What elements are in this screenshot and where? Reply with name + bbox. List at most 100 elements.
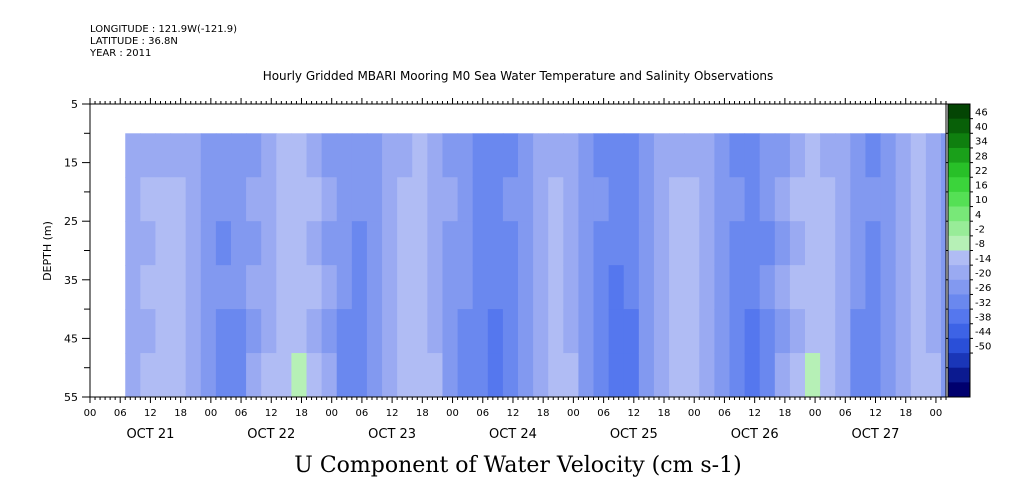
- heatmap-cell: [457, 133, 474, 178]
- heatmap-cell: [820, 309, 836, 354]
- heatmap-cell: [291, 353, 308, 398]
- colorbar-label: 28: [975, 151, 988, 162]
- heatmap-cell: [230, 221, 247, 266]
- heatmap-cell: [427, 221, 443, 266]
- heatmap-cell: [427, 133, 443, 178]
- heatmap-cell: [744, 177, 761, 222]
- x-day-label: OCT 23: [368, 427, 416, 442]
- heatmap-cell: [200, 177, 217, 222]
- colorbar-swatch: [948, 323, 970, 339]
- heatmap-cell: [336, 265, 353, 310]
- colorbar-swatch: [948, 133, 970, 149]
- heatmap-cell: [563, 221, 579, 266]
- chart-title: Hourly Gridded MBARI Mooring M0 Sea Wate…: [262, 69, 774, 83]
- heatmap-cell: [789, 353, 806, 398]
- heatmap-cell: [759, 309, 776, 354]
- heatmap-cell: [457, 221, 474, 266]
- heatmap-cell: [200, 265, 217, 310]
- colorbar-swatch: [948, 265, 970, 281]
- colorbar-label: -44: [975, 327, 991, 338]
- heatmap-cell: [578, 265, 595, 310]
- heatmap-cell: [382, 221, 398, 266]
- heatmap-cell: [729, 133, 746, 178]
- x-hour-label: 06: [114, 408, 127, 419]
- heatmap-cell: [835, 265, 851, 310]
- heatmap-cell: [427, 265, 443, 310]
- heatmap-cell: [155, 177, 172, 222]
- x-hour-label: 00: [446, 408, 459, 419]
- heatmap-cell: [910, 221, 927, 266]
- heatmap-cell: [744, 265, 761, 310]
- heatmap-cell: [502, 177, 519, 222]
- colorbar-label: 40: [975, 122, 988, 133]
- heatmap-cell: [865, 221, 882, 266]
- colorbar-swatch: [948, 250, 970, 266]
- x-axis: 00 06 12 18 00 06 12 18 00 06 12 18 00 06 12 18 00 06 12 18…: [84, 98, 947, 442]
- colorbar-swatch: [948, 309, 970, 325]
- x-hour-label: 12: [627, 408, 640, 419]
- colorbar-label: -8: [975, 239, 985, 250]
- heatmap-cell: [563, 309, 579, 354]
- x-hour-label: 18: [779, 408, 792, 419]
- heatmap-cell: [653, 221, 670, 266]
- x-hour-label: 00: [930, 408, 943, 419]
- heatmap-cell: [684, 133, 700, 178]
- heatmap-cell: [699, 309, 715, 354]
- colorbar-swatch: [948, 279, 970, 295]
- heatmap-cell: [321, 221, 338, 266]
- heatmap-cell: [291, 221, 308, 266]
- heatmap-cell: [774, 309, 791, 354]
- y-tick-label: 25: [64, 215, 78, 228]
- heatmap-cell: [472, 265, 489, 310]
- heatmap-cell: [155, 309, 172, 354]
- heatmap-cell: [487, 309, 504, 354]
- heatmap-cell: [215, 353, 232, 398]
- heatmap-cell: [699, 177, 715, 222]
- heatmap-cell: [382, 309, 398, 354]
- colorbar-swatch: [948, 367, 970, 383]
- heatmap-cell: [321, 133, 338, 178]
- heatmap-cell: [593, 309, 610, 354]
- heatmap-cell: [366, 309, 383, 354]
- heatmap-cell: [487, 221, 504, 266]
- heatmap-cell: [276, 133, 292, 178]
- heatmap-cell: [714, 265, 730, 310]
- heatmap-cell: [276, 221, 292, 266]
- heatmap-cell: [638, 265, 655, 310]
- heatmap-cell: [910, 265, 927, 310]
- heatmap-cell: [140, 265, 156, 310]
- x-hour-label: 06: [476, 408, 489, 419]
- heatmap-cell: [336, 353, 353, 398]
- heatmap-cell: [230, 353, 247, 398]
- heatmap-cell: [185, 177, 202, 222]
- colorbar-label: 10: [975, 195, 988, 206]
- heatmap-cell: [608, 265, 625, 310]
- heatmap-cell: [246, 265, 262, 310]
- heatmap-cell: [306, 265, 323, 310]
- heatmap-cell: [155, 221, 172, 266]
- heatmap-cell: [382, 265, 398, 310]
- heatmap-cell: [502, 133, 519, 178]
- colorbar-label: -32: [975, 298, 991, 309]
- heatmap-cell: [230, 265, 247, 310]
- heatmap-cell: [699, 133, 715, 178]
- heatmap-cell: [653, 265, 670, 310]
- heatmap-cell: [125, 265, 141, 310]
- heatmap-cell: [336, 177, 353, 222]
- heatmap-cell: [200, 221, 217, 266]
- heatmap-cell: [759, 177, 776, 222]
- heatmap-cell: [593, 265, 610, 310]
- heatmap-cell: [215, 221, 232, 266]
- colorbar-label: -14: [975, 254, 991, 265]
- colorbar-swatch: [948, 294, 970, 310]
- x-hour-label: 18: [295, 408, 308, 419]
- heatmap-cell: [351, 265, 368, 310]
- heatmap-cell: [382, 177, 398, 222]
- heatmap-cell: [351, 177, 368, 222]
- x-axis-label: U Component of Water Velocity (cm s-1): [294, 453, 742, 478]
- heatmap-cell: [684, 309, 700, 354]
- heatmap-cell: [895, 265, 912, 310]
- heatmap-cell: [789, 133, 806, 178]
- heatmap-cell: [427, 353, 443, 398]
- heatmap-cell: [397, 353, 413, 398]
